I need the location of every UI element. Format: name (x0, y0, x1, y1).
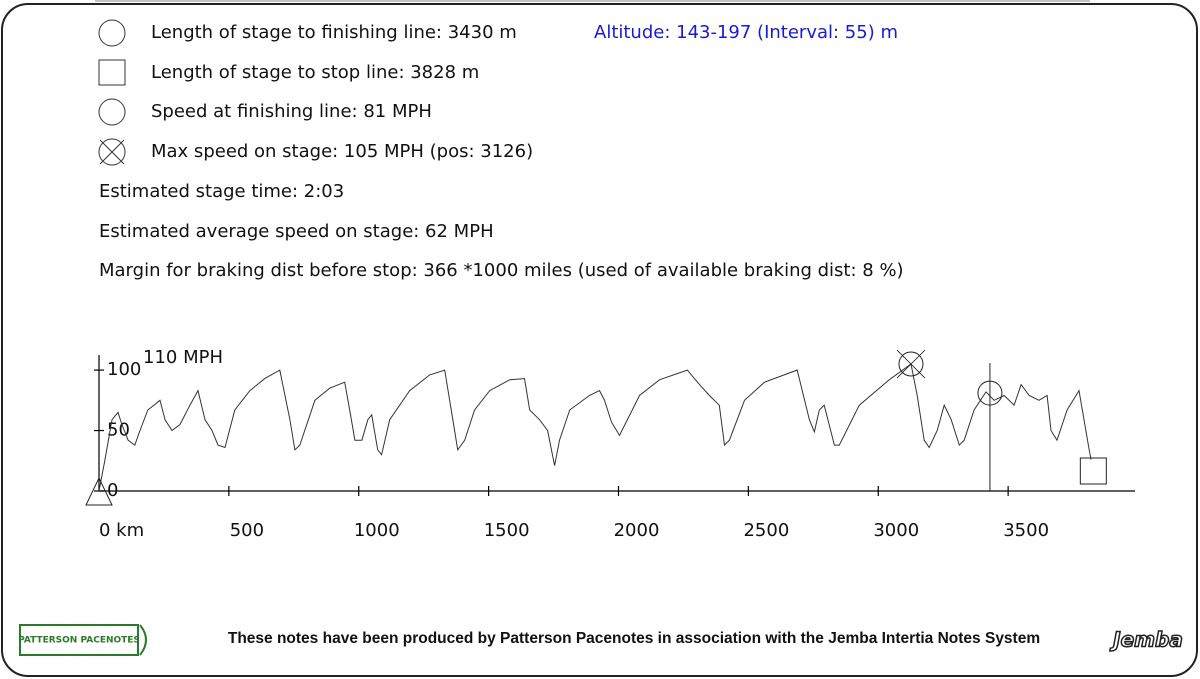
footer-text: These notes have been produced by Patter… (228, 630, 1040, 647)
info-item: Length of stage to finishing line: 3430 … (151, 22, 517, 43)
finish-marker (977, 380, 1003, 406)
y-axis-label: 110 MPH (143, 347, 223, 368)
legend-icon (98, 59, 126, 86)
legend-icon (98, 98, 126, 126)
x-tick-label: 1500 (484, 520, 530, 541)
legend-icon (98, 19, 126, 47)
frame (1, 3, 1198, 677)
info-item: Speed at finishing line: 81 MPH (151, 101, 432, 122)
brand: Jemba (1109, 628, 1183, 652)
info-item: Max speed on stage: 105 MPH (pos: 3126) (151, 141, 533, 162)
legend-icon (98, 138, 126, 166)
y-tick-label: 50 (107, 420, 130, 441)
speed-line (98, 363, 1092, 492)
stop-marker (1079, 457, 1107, 485)
logo-text: PATTERSON PACENOTES (18, 636, 140, 646)
x-tick-label: 1000 (354, 520, 400, 541)
start-marker (85, 476, 113, 506)
info-line: Margin for braking dist before stop: 366… (99, 260, 904, 281)
x-tick-label: 3000 (873, 520, 919, 541)
x-tick-label: 2000 (614, 520, 660, 541)
info-line: Estimated average speed on stage: 62 MPH (99, 221, 494, 242)
y-tick-label: 0 (107, 480, 118, 501)
x-tick-label: 0 km (99, 520, 144, 541)
logo: PATTERSON PACENOTES (18, 624, 147, 656)
y-tick-label: 100 (107, 359, 141, 380)
x-tick-label: 3500 (1003, 520, 1049, 541)
chart: 110 MPH 0 km 500 1000 1500 2000 2500 3000 3500 0 5… (85, 347, 1135, 541)
max-marker (898, 351, 924, 377)
max-marker-cross (896, 349, 926, 379)
info-line: Estimated stage time: 2:03 (99, 181, 344, 202)
info-item: Length of stage to stop line: 3828 m (151, 62, 479, 83)
x-tick-label: 500 (230, 520, 264, 541)
x-tick-label: 2500 (743, 520, 789, 541)
altitude: Altitude: 143-197 (Interval: 55) m (594, 22, 898, 43)
